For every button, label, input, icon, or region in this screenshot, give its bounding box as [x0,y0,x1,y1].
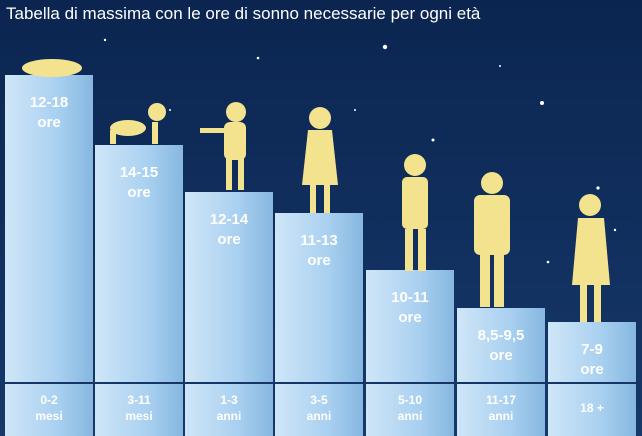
age-label: 11-17 [486,393,516,407]
hours-label: 12-18 [30,94,68,111]
age-cell [5,384,93,436]
unit-label: ore [37,114,60,131]
hours-label: 7-9 [581,341,603,358]
age-cell [95,384,183,436]
bar [548,322,636,382]
hours-label: 8,5-9,5 [478,327,525,344]
age-cell [457,384,545,436]
age-unit-label: anni [489,409,514,423]
age-unit-label: anni [398,409,423,423]
age-label: 1-3 [220,393,238,407]
bar [457,308,545,382]
stars [103,38,617,264]
age-unit-label: anni [217,409,242,423]
unit-label: ore [307,252,330,269]
silhouettes [22,59,610,322]
hours-label: 10-11 [391,289,429,306]
age-cell [275,384,363,436]
bar [5,75,93,382]
age-label: 18 + [580,401,604,415]
age-label: 5-10 [398,393,422,407]
unit-label: ore [217,231,240,248]
age-unit-label: anni [307,409,332,423]
bar [95,145,183,382]
unit-label: ore [489,347,512,364]
age-unit-label: mesi [35,409,62,423]
age-label: 0-2 [40,393,58,407]
age-cell [366,384,454,436]
age-label: 3-11 [127,393,151,407]
age-label: 3-5 [310,393,328,407]
hours-label: 14-15 [120,164,158,181]
bar [185,192,273,382]
unit-label: ore [398,309,421,326]
title: Tabella di massima con le ore di sonno n… [6,4,481,23]
bar [366,270,454,382]
unit-label: ore [580,361,603,378]
unit-label: ore [127,184,150,201]
hours-label: 11-13 [300,232,338,249]
age-cell [548,384,636,436]
age-unit-label: mesi [125,409,152,423]
age-cell [185,384,273,436]
hours-label: 12-14 [210,211,249,228]
bar [275,213,363,382]
